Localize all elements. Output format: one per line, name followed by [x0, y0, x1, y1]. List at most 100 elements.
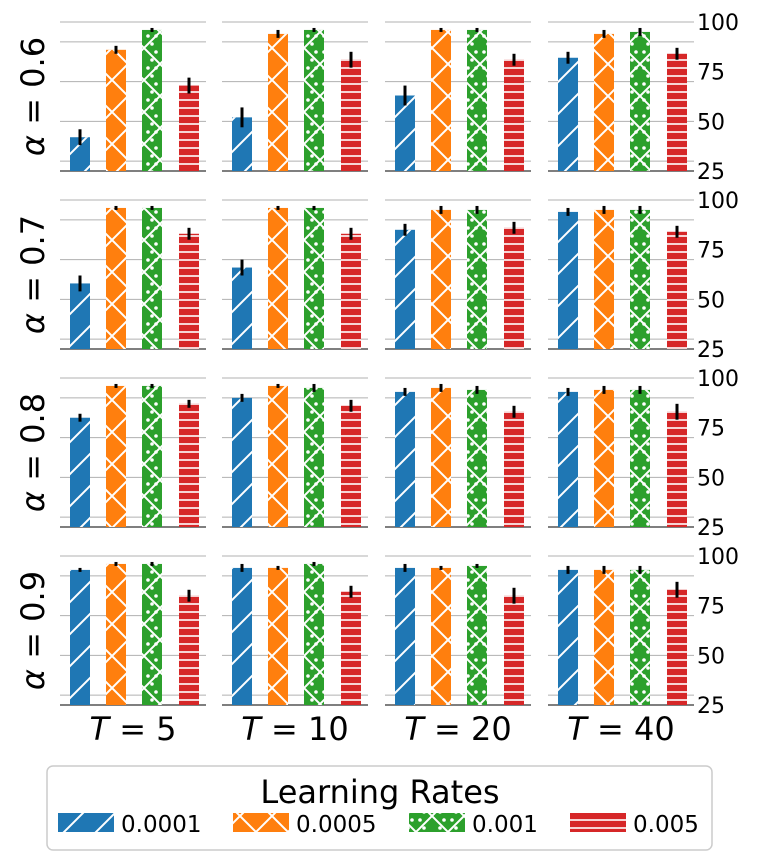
- column-label-var: T: [404, 710, 426, 748]
- row-label-val: 0.8: [14, 393, 52, 444]
- column-label: T = 20: [404, 710, 511, 748]
- row-label: α = 0.6: [14, 37, 52, 156]
- bar-hatch: [106, 563, 126, 705]
- bar-hatch: [558, 211, 578, 349]
- bar-hatch: [179, 85, 199, 171]
- row-label: α = 0.8: [14, 393, 52, 512]
- bar-hatch: [232, 267, 252, 349]
- legend-swatch-hatch: [570, 813, 626, 832]
- bar-hatch: [667, 411, 687, 527]
- row-label-val: 0.9: [14, 571, 52, 622]
- row-label-val: 0.6: [14, 37, 52, 88]
- column-label: T = 5: [89, 710, 176, 748]
- bar-hatch: [630, 31, 650, 171]
- y-tick-label: 100: [697, 189, 739, 214]
- column-label-var: T: [89, 710, 111, 748]
- bar-hatch: [142, 563, 162, 705]
- bar-hatch: [70, 569, 90, 705]
- column-label-val: 20: [471, 710, 512, 748]
- legend-label: 0.0001: [121, 812, 201, 838]
- y-tick-label: 50: [697, 288, 725, 313]
- row-label: α = 0.7: [14, 215, 52, 334]
- y-tick-label: 25: [697, 516, 725, 541]
- legend-swatch-hatch: [58, 813, 114, 832]
- y-tick-label: 25: [697, 160, 725, 185]
- bar-hatch: [70, 283, 90, 349]
- panels: 100 75 50 25 α = 0.6 100 75 50 25 α = 0.7 100 75 50 2…: [14, 11, 739, 748]
- row-label-var: α: [14, 313, 52, 334]
- row-label-eq: =: [14, 444, 52, 491]
- bar-hatch: [395, 229, 415, 349]
- column-label-var: T: [567, 710, 589, 748]
- column-label-eq: =: [587, 710, 634, 748]
- y-tick-label: 75: [697, 595, 725, 620]
- bar-hatch: [558, 391, 578, 527]
- bar-hatch: [304, 387, 324, 527]
- legend-label: 0.0005: [296, 812, 376, 838]
- bar-hatch: [504, 595, 524, 705]
- column-label-eq: =: [424, 710, 471, 748]
- bar-hatch: [667, 589, 687, 705]
- bar-hatch: [179, 403, 199, 527]
- bar-hatch: [304, 207, 324, 349]
- column-label-eq: =: [109, 710, 156, 748]
- row-label-var: α: [14, 491, 52, 512]
- y-tick-label: 100: [697, 367, 739, 392]
- row-label-var: α: [14, 669, 52, 690]
- legend-swatch-hatch: [233, 813, 289, 832]
- bar-hatch: [341, 591, 361, 705]
- bar-hatch: [232, 567, 252, 705]
- legend-frame: [46, 765, 713, 851]
- bar-hatch: [467, 565, 487, 705]
- bar-hatch: [395, 95, 415, 171]
- bar-hatch: [558, 57, 578, 172]
- bar-hatch: [630, 209, 650, 349]
- bar-hatch: [630, 569, 650, 705]
- y-tick-label: 50: [697, 644, 725, 669]
- row-label-eq: =: [14, 622, 52, 669]
- bar-hatch: [594, 33, 614, 171]
- bar-hatch: [142, 29, 162, 171]
- column-label-val: 10: [308, 710, 349, 748]
- bar-hatch: [431, 29, 451, 171]
- bar-hatch: [142, 385, 162, 527]
- row-label-eq: =: [14, 88, 52, 135]
- bar-hatch: [467, 209, 487, 349]
- bar-hatch: [594, 569, 614, 705]
- bar-hatch: [504, 59, 524, 171]
- bar-hatch: [70, 417, 90, 527]
- row-label-eq: =: [14, 266, 52, 313]
- bar-hatch: [341, 233, 361, 349]
- y-tick-label: 50: [697, 466, 725, 491]
- bar-hatch: [431, 567, 451, 705]
- bar-hatch: [395, 391, 415, 527]
- row-label: α = 0.9: [14, 571, 52, 690]
- legend-swatch-hatch: [409, 813, 465, 832]
- row-label-val: 0.7: [14, 215, 52, 266]
- legend-title: Learning Rates: [260, 773, 499, 811]
- bar-hatch: [431, 209, 451, 349]
- y-tick-label: 50: [697, 110, 725, 135]
- bar-hatch: [304, 29, 324, 171]
- column-label-val: 5: [156, 710, 176, 748]
- bar-hatch: [594, 389, 614, 527]
- bar-hatch: [395, 567, 415, 705]
- bar-hatch: [667, 231, 687, 349]
- bar-hatch: [179, 233, 199, 349]
- bar-hatch: [431, 387, 451, 527]
- bar-hatch: [232, 117, 252, 171]
- bar-hatch: [304, 563, 324, 705]
- bar-hatch: [179, 595, 199, 705]
- y-tick-label: 100: [697, 545, 739, 570]
- bar-hatch: [504, 227, 524, 349]
- bar-hatch: [268, 385, 288, 527]
- y-tick-label: 100: [697, 11, 739, 36]
- bar-hatch: [106, 385, 126, 527]
- bar-hatch: [70, 137, 90, 171]
- bar-hatch: [467, 29, 487, 171]
- y-tick-label: 75: [697, 417, 725, 442]
- bar-hatch: [341, 59, 361, 171]
- column-label: T = 10: [241, 710, 348, 748]
- column-label: T = 40: [567, 710, 674, 748]
